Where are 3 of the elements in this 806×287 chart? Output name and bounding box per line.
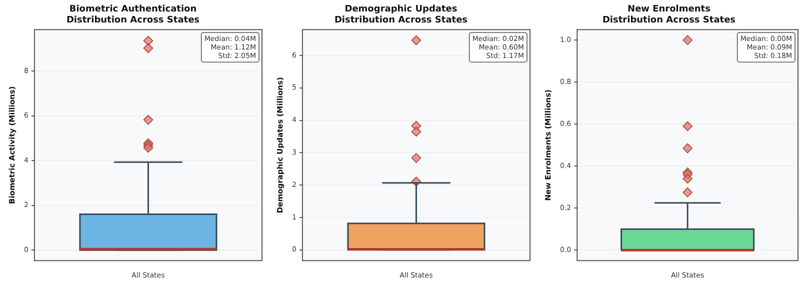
chart-title: New Enrolments Distribution Across States xyxy=(602,4,736,26)
chart-title: Demographic Updates Distribution Across States xyxy=(334,4,468,26)
chart-title: Biometric Authentication Distribution Across States xyxy=(66,4,200,26)
